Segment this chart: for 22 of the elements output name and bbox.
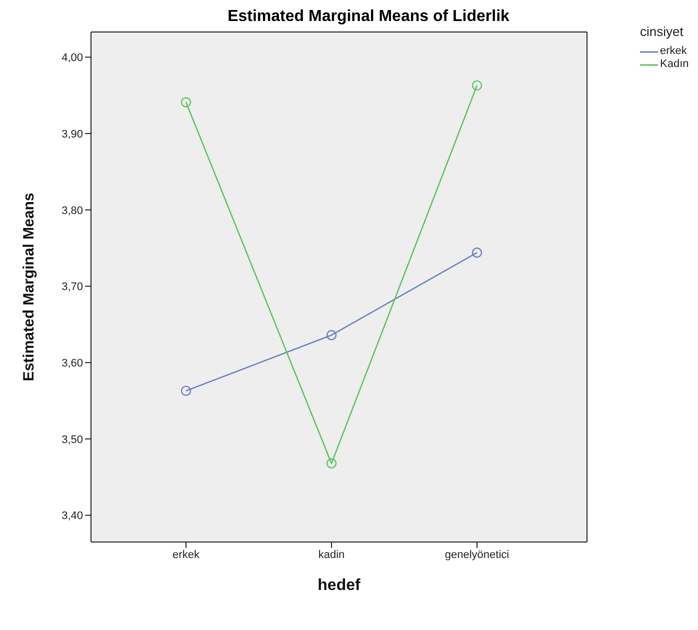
y-tick-label: 3,40 <box>62 510 83 522</box>
y-axis-title: Estimated Marginal Means <box>20 192 38 382</box>
y-tick-label: 3,80 <box>62 204 83 217</box>
y-tick-label: 3,50 <box>62 434 83 446</box>
legend-label: erkek <box>660 45 687 58</box>
point <box>472 248 482 258</box>
x-tick-label: genelyönetici <box>444 548 510 561</box>
x-tick-label: erkek <box>172 548 200 561</box>
y-tick-label: 3,70 <box>62 281 83 294</box>
x-axis-title: hedef <box>318 577 362 594</box>
point <box>472 80 482 91</box>
point <box>326 330 337 340</box>
point <box>180 97 192 108</box>
point <box>180 386 192 396</box>
y-tick-label: 3,60 <box>62 357 83 370</box>
legend-title: cinsiyet <box>640 24 684 39</box>
legend-label: Kadın <box>660 58 689 71</box>
x-tick-label: kadin <box>318 548 345 561</box>
point <box>326 458 337 468</box>
y-tick-label: 4,00 <box>62 52 83 64</box>
y-tick-label: 3,90 <box>62 128 83 140</box>
chart-title: Estimated Marginal Means of Liderlik <box>228 8 510 25</box>
